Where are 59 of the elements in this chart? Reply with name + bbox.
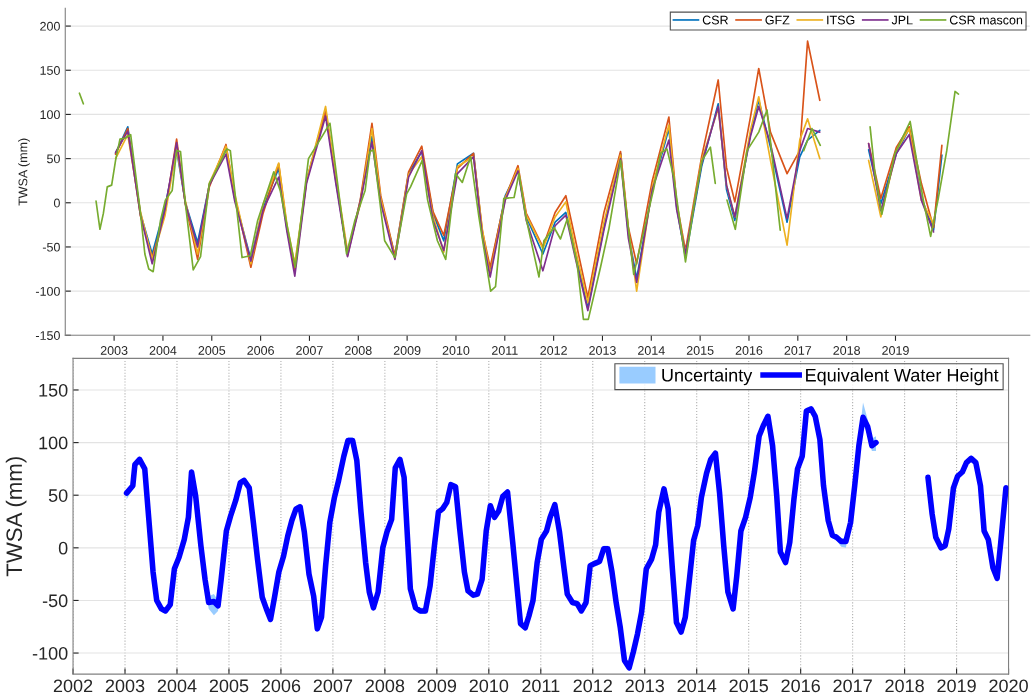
- y-tick-label: -50: [42, 242, 60, 252]
- x-tick-label: 2018: [885, 679, 924, 693]
- y-tick-label: 50: [48, 489, 68, 502]
- y-axis-title: TWSA (mm): [18, 138, 30, 206]
- y-tick-label: 100: [39, 436, 68, 450]
- x-tick-label: 2016: [735, 346, 763, 355]
- x-tick-label: 2015: [686, 346, 714, 355]
- x-tick-label: 2004: [157, 679, 197, 693]
- x-tick-label: 2003: [105, 679, 145, 693]
- x-tick-label: 2006: [261, 679, 301, 693]
- x-tick-label: 2015: [729, 679, 769, 693]
- x-tick-label: 2007: [313, 679, 353, 693]
- y-tick-label: -150: [35, 331, 60, 340]
- x-tick-label: 2012: [540, 346, 567, 355]
- y-tick-label: 0: [53, 198, 60, 208]
- legend-label: CSR mascon: [949, 15, 1023, 25]
- x-tick-label: 2010: [442, 346, 470, 355]
- x-tick-label: 2002: [53, 679, 93, 693]
- y-tick-label: 50: [47, 154, 60, 164]
- legend-label: GFZ: [765, 15, 790, 25]
- annotation: Uncertainty: [662, 368, 753, 386]
- x-tick-label: 2009: [417, 679, 457, 693]
- y-tick-label: 100: [40, 110, 60, 120]
- x-tick-label: 2011: [522, 679, 560, 693]
- x-tick-label: 2017: [784, 346, 812, 355]
- y-tick-label: 0: [58, 541, 68, 555]
- y-tick-label: -100: [35, 286, 60, 296]
- x-tick-label: 2019: [882, 346, 909, 355]
- x-tick-label: 2018: [833, 346, 861, 355]
- y-tick-label: -50: [42, 594, 68, 608]
- y-tick-label: 150: [39, 383, 68, 397]
- x-tick-label: 2014: [638, 346, 665, 355]
- x-tick-label: 2005: [209, 679, 249, 693]
- x-tick-label: 2020: [989, 679, 1028, 693]
- legend-label: JPL: [891, 15, 913, 25]
- legend-label: Equivalent Water Height: [806, 368, 999, 386]
- y-tick-label: 200: [40, 21, 60, 31]
- x-tick-label: 2019: [937, 679, 976, 693]
- x-tick-label: 2003: [100, 346, 128, 355]
- x-tick-label: 2012: [573, 679, 612, 693]
- legend-label: ITSG: [827, 15, 855, 25]
- y-tick-label: 150: [40, 66, 60, 75]
- y-tick-label: -100: [32, 646, 68, 660]
- x-tick-label: 2008: [365, 679, 405, 693]
- x-tick-label: 2008: [345, 346, 372, 355]
- x-tick-label: 2005: [198, 346, 226, 355]
- x-tick-label: 2007: [296, 346, 323, 355]
- y-axis-title: TWSA (mm): [5, 457, 27, 577]
- x-tick-label: 2017: [833, 679, 872, 693]
- x-tick-label: 2011: [491, 346, 518, 355]
- x-tick-label: 2009: [393, 346, 421, 355]
- x-tick-label: 2016: [781, 679, 820, 693]
- legend-label: CSR: [702, 15, 728, 25]
- x-tick-label: 2014: [677, 679, 717, 693]
- x-tick-label: 2013: [589, 346, 616, 355]
- x-tick-label: 2004: [149, 346, 177, 355]
- x-tick-label: 2013: [625, 679, 665, 693]
- x-tick-label: 2010: [469, 679, 509, 693]
- x-tick-label: 2006: [247, 346, 274, 355]
